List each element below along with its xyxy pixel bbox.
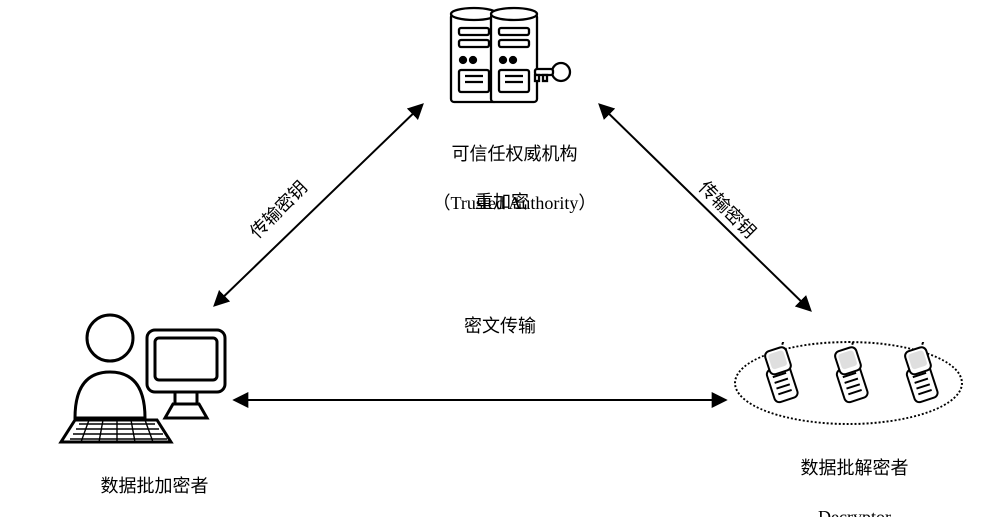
server-icon [415,2,605,114]
authority-sub-label: 重加密 [475,188,529,214]
authority-label-cn: 可信任权威机构 [452,144,578,164]
decryptor-caption: 数据批解密者 Decryptor [760,432,940,517]
decryptor-label-en: Decryptor [818,507,891,517]
edge-label-bottom: 密文传输 [464,312,536,338]
encryptor-label-cn: 数据批加密者 [101,476,209,496]
encryptor-caption: 数据批加密者 Encryptor [60,450,240,517]
decryptor-label-cn: 数据批解密者 [801,458,909,478]
flip-phones-icon [740,342,960,422]
person-computer-icon [55,300,245,450]
decryptor-node [740,342,960,422]
edge-authority-decryptor [600,105,810,310]
